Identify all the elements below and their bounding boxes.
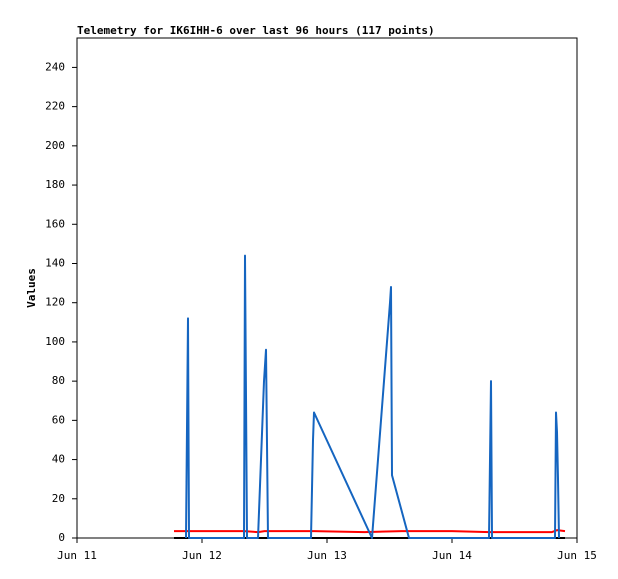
x-tick-label: Jun 12 bbox=[182, 549, 222, 562]
y-tick-label: 20 bbox=[52, 492, 65, 505]
y-tick-label: 120 bbox=[45, 296, 65, 309]
y-tick-label: 40 bbox=[52, 453, 65, 466]
y-tick-label: 220 bbox=[45, 100, 65, 113]
series-line bbox=[185, 254, 560, 539]
series-line bbox=[174, 529, 566, 534]
y-tick-label: 200 bbox=[45, 139, 65, 152]
x-tick-label: Jun 14 bbox=[432, 549, 472, 562]
y-tick-label: 140 bbox=[45, 256, 65, 269]
y-tick-label: 160 bbox=[45, 217, 65, 230]
plot-frame bbox=[76, 37, 578, 539]
y-axis-label: Values bbox=[25, 268, 38, 308]
y-tick-label: 60 bbox=[52, 413, 65, 426]
y-tick-label: 0 bbox=[58, 531, 65, 544]
x-tick-label: Jun 15 bbox=[557, 549, 597, 562]
chart-title: Telemetry for IK6IHH-6 over last 96 hour… bbox=[77, 24, 435, 37]
y-tick-label: 100 bbox=[45, 335, 65, 348]
y-tick-label: 180 bbox=[45, 178, 65, 191]
y-tick-label: 240 bbox=[45, 60, 65, 73]
y-tick-label: 80 bbox=[52, 374, 65, 387]
x-tick-label: Jun 13 bbox=[307, 549, 347, 562]
x-tick-label: Jun 11 bbox=[57, 549, 97, 562]
